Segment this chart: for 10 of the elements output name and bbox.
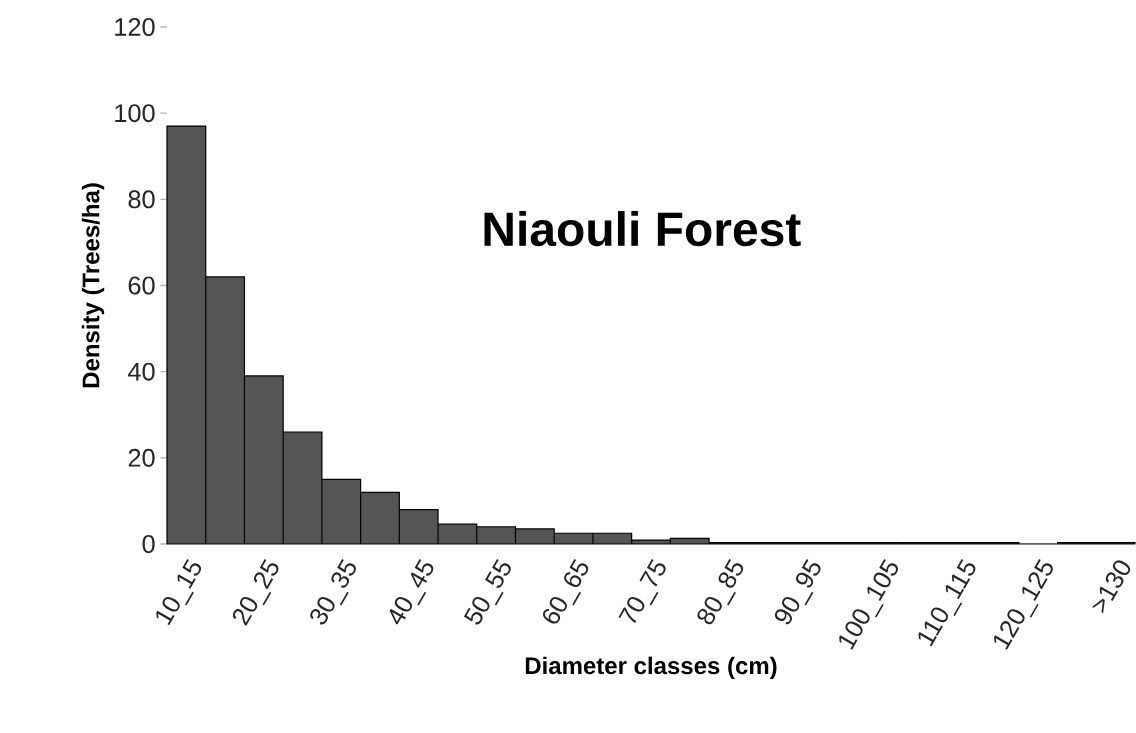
y-tick-label: 20 <box>128 448 155 467</box>
y-tick-label: 100 <box>115 104 155 123</box>
y-axis-title: Density (Trees/ha) <box>81 183 105 388</box>
y-tick-label: 0 <box>142 535 155 553</box>
y-tick-label: 60 <box>128 276 155 295</box>
y-tick-label: 40 <box>128 362 155 381</box>
x-axis-title: Diameter classes (cm) <box>525 656 777 680</box>
y-tick-label: 120 <box>115 18 155 36</box>
y-tick-label: 80 <box>128 190 155 209</box>
text: Niaouli Forest <box>484 211 801 247</box>
